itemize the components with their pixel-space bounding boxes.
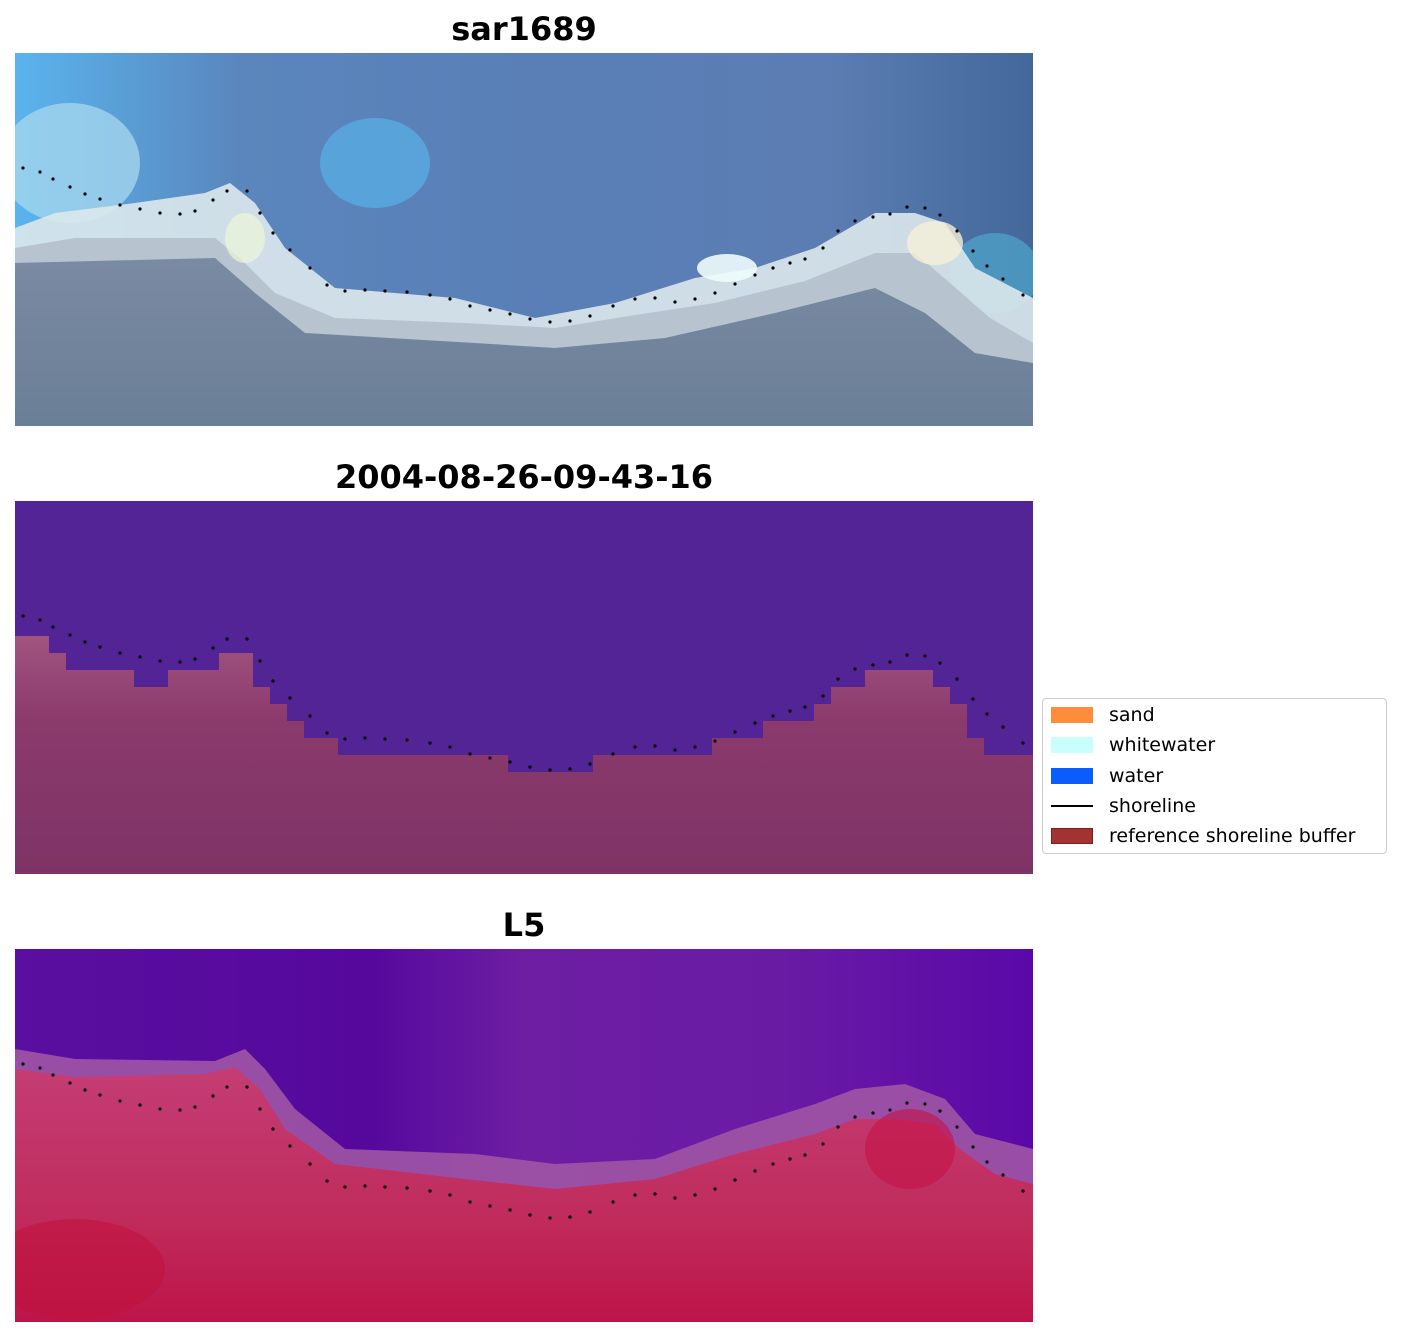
legend: sand whitewater water shoreline referenc… bbox=[1042, 698, 1387, 854]
legend-label-shoreline: shoreline bbox=[1109, 795, 1196, 817]
reference-buffer-swatch bbox=[1051, 828, 1093, 844]
legend-item-sand: sand bbox=[1051, 704, 1155, 726]
rgb-image bbox=[15, 53, 1033, 426]
panel-title-rgb: sar1689 bbox=[451, 10, 597, 48]
index-image-panel bbox=[15, 949, 1033, 1322]
classified-image-panel bbox=[15, 501, 1033, 874]
classified-image bbox=[15, 501, 1033, 874]
legend-item-water: water bbox=[1051, 765, 1164, 787]
index-image bbox=[15, 949, 1033, 1322]
legend-item-reference-buffer: reference shoreline buffer bbox=[1051, 825, 1356, 847]
shoreline-swatch bbox=[1051, 805, 1093, 807]
legend-label-whitewater: whitewater bbox=[1109, 734, 1216, 756]
water-swatch bbox=[1051, 768, 1093, 784]
legend-label-reference-buffer: reference shoreline buffer bbox=[1109, 825, 1356, 847]
legend-item-whitewater: whitewater bbox=[1051, 734, 1216, 756]
rgb-image-panel bbox=[15, 53, 1033, 426]
legend-label-water: water bbox=[1109, 765, 1164, 787]
shoreline-dots bbox=[21, 1062, 1025, 1220]
panel-title-index: L5 bbox=[502, 906, 546, 944]
whitewater-swatch bbox=[1051, 737, 1093, 753]
sand-swatch bbox=[1051, 707, 1093, 723]
shoreline-dots bbox=[21, 614, 1025, 772]
panel-title-classified: 2004-08-26-09-43-16 bbox=[334, 458, 714, 496]
shoreline-dots bbox=[21, 166, 1025, 324]
legend-label-sand: sand bbox=[1109, 704, 1155, 726]
legend-item-shoreline: shoreline bbox=[1051, 795, 1196, 817]
